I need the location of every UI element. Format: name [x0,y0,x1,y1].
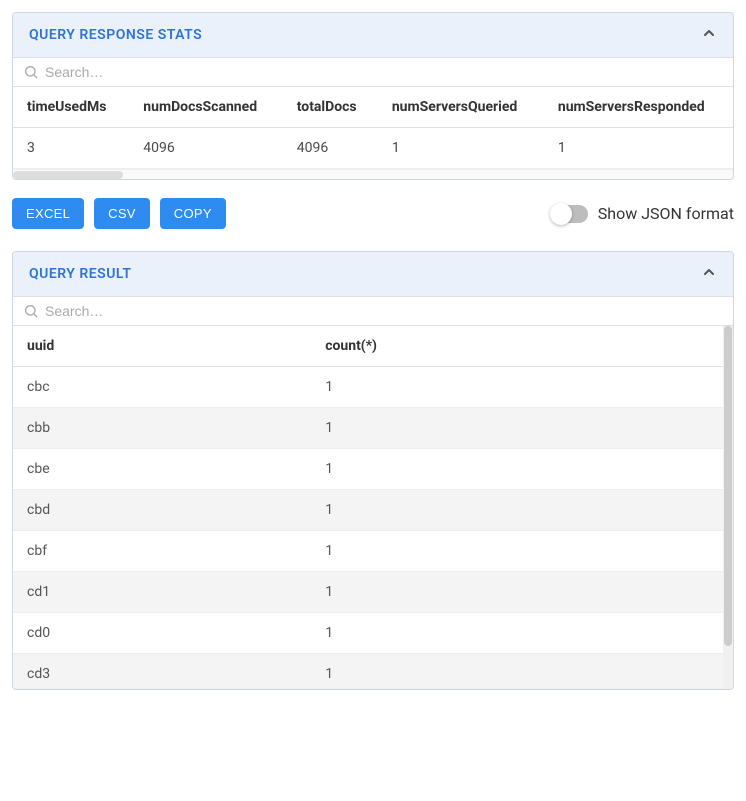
stats-col-3[interactable]: numServersQueried [378,87,544,128]
result-cell: 1 [311,613,723,654]
result-cell: 1 [311,654,723,689]
horizontal-scrollbar-thumb[interactable] [13,171,123,179]
result-header-row: uuid count(*) [13,326,723,367]
result-panel: QUERY RESULT uuid count(*) cbc1cbb1cbe1c… [12,251,734,690]
stats-header-row: timeUsedMs numDocsScanned totalDocs numS… [13,87,733,128]
json-toggle[interactable] [552,205,588,223]
toggle-knob [550,203,572,225]
stats-cell: 1 [378,128,544,169]
result-cell: cbe [13,449,311,490]
result-table: uuid count(*) cbc1cbb1cbe1cbd1cbf1cd11cd… [13,326,723,689]
toolbar: EXCEL CSV COPY Show JSON format [12,198,734,229]
result-col-1[interactable]: count(*) [311,326,723,367]
search-icon [23,303,39,319]
stats-cell: 3 [13,128,129,169]
table-row: cd11 [13,572,723,613]
result-cell: cbb [13,408,311,449]
excel-button[interactable]: EXCEL [12,198,84,229]
csv-button[interactable]: CSV [94,198,150,229]
result-cell: cd3 [13,654,311,689]
stats-table: timeUsedMs numDocsScanned totalDocs numS… [13,87,733,169]
stats-table-wrap: timeUsedMs numDocsScanned totalDocs numS… [13,87,733,169]
stats-search-input[interactable] [45,64,723,80]
result-cell: cd1 [13,572,311,613]
table-row: 3 4096 4096 1 1 [13,128,733,169]
stats-cell: 4096 [129,128,282,169]
result-cell: cd0 [13,613,311,654]
stats-panel: QUERY RESPONSE STATS timeUsedMs numDocsS… [12,12,734,180]
result-cell: cbf [13,531,311,572]
result-search-input[interactable] [45,303,723,319]
result-body: uuid count(*) cbc1cbb1cbe1cbd1cbf1cd11cd… [13,326,733,689]
export-button-group: EXCEL CSV COPY [12,198,226,229]
json-toggle-group: Show JSON format [552,204,734,223]
stats-search-row [13,57,733,87]
table-row: cbd1 [13,490,723,531]
result-cell: 1 [311,449,723,490]
copy-button[interactable]: COPY [160,198,226,229]
result-cell: cbc [13,367,311,408]
result-cell: 1 [311,490,723,531]
stats-col-0[interactable]: timeUsedMs [13,87,129,128]
result-cell: 1 [311,572,723,613]
stats-col-1[interactable]: numDocsScanned [129,87,282,128]
vertical-scrollbar[interactable] [723,326,733,689]
search-icon [23,64,39,80]
result-table-area: uuid count(*) cbc1cbb1cbe1cbd1cbf1cd11cd… [13,326,723,689]
table-row: cbf1 [13,531,723,572]
table-row: cbe1 [13,449,723,490]
result-cell: 1 [311,408,723,449]
result-panel-header[interactable]: QUERY RESULT [13,252,733,296]
stats-cell: 1 [544,128,733,169]
result-cell: 1 [311,367,723,408]
stats-panel-title: QUERY RESPONSE STATS [29,27,202,43]
stats-col-2[interactable]: totalDocs [283,87,378,128]
horizontal-scrollbar[interactable] [13,169,733,179]
result-panel-title: QUERY RESULT [29,266,131,282]
stats-col-4[interactable]: numServersResponded [544,87,733,128]
stats-panel-header[interactable]: QUERY RESPONSE STATS [13,13,733,57]
result-cell: 1 [311,531,723,572]
stats-cell: 4096 [283,128,378,169]
table-row: cd01 [13,613,723,654]
chevron-up-icon [701,264,717,284]
json-toggle-label: Show JSON format [598,204,734,223]
table-row: cd31 [13,654,723,689]
result-search-row [13,296,733,326]
table-row: cbc1 [13,367,723,408]
table-row: cbb1 [13,408,723,449]
vertical-scrollbar-thumb[interactable] [724,326,732,646]
result-col-0[interactable]: uuid [13,326,311,367]
result-cell: cbd [13,490,311,531]
chevron-up-icon [701,25,717,45]
